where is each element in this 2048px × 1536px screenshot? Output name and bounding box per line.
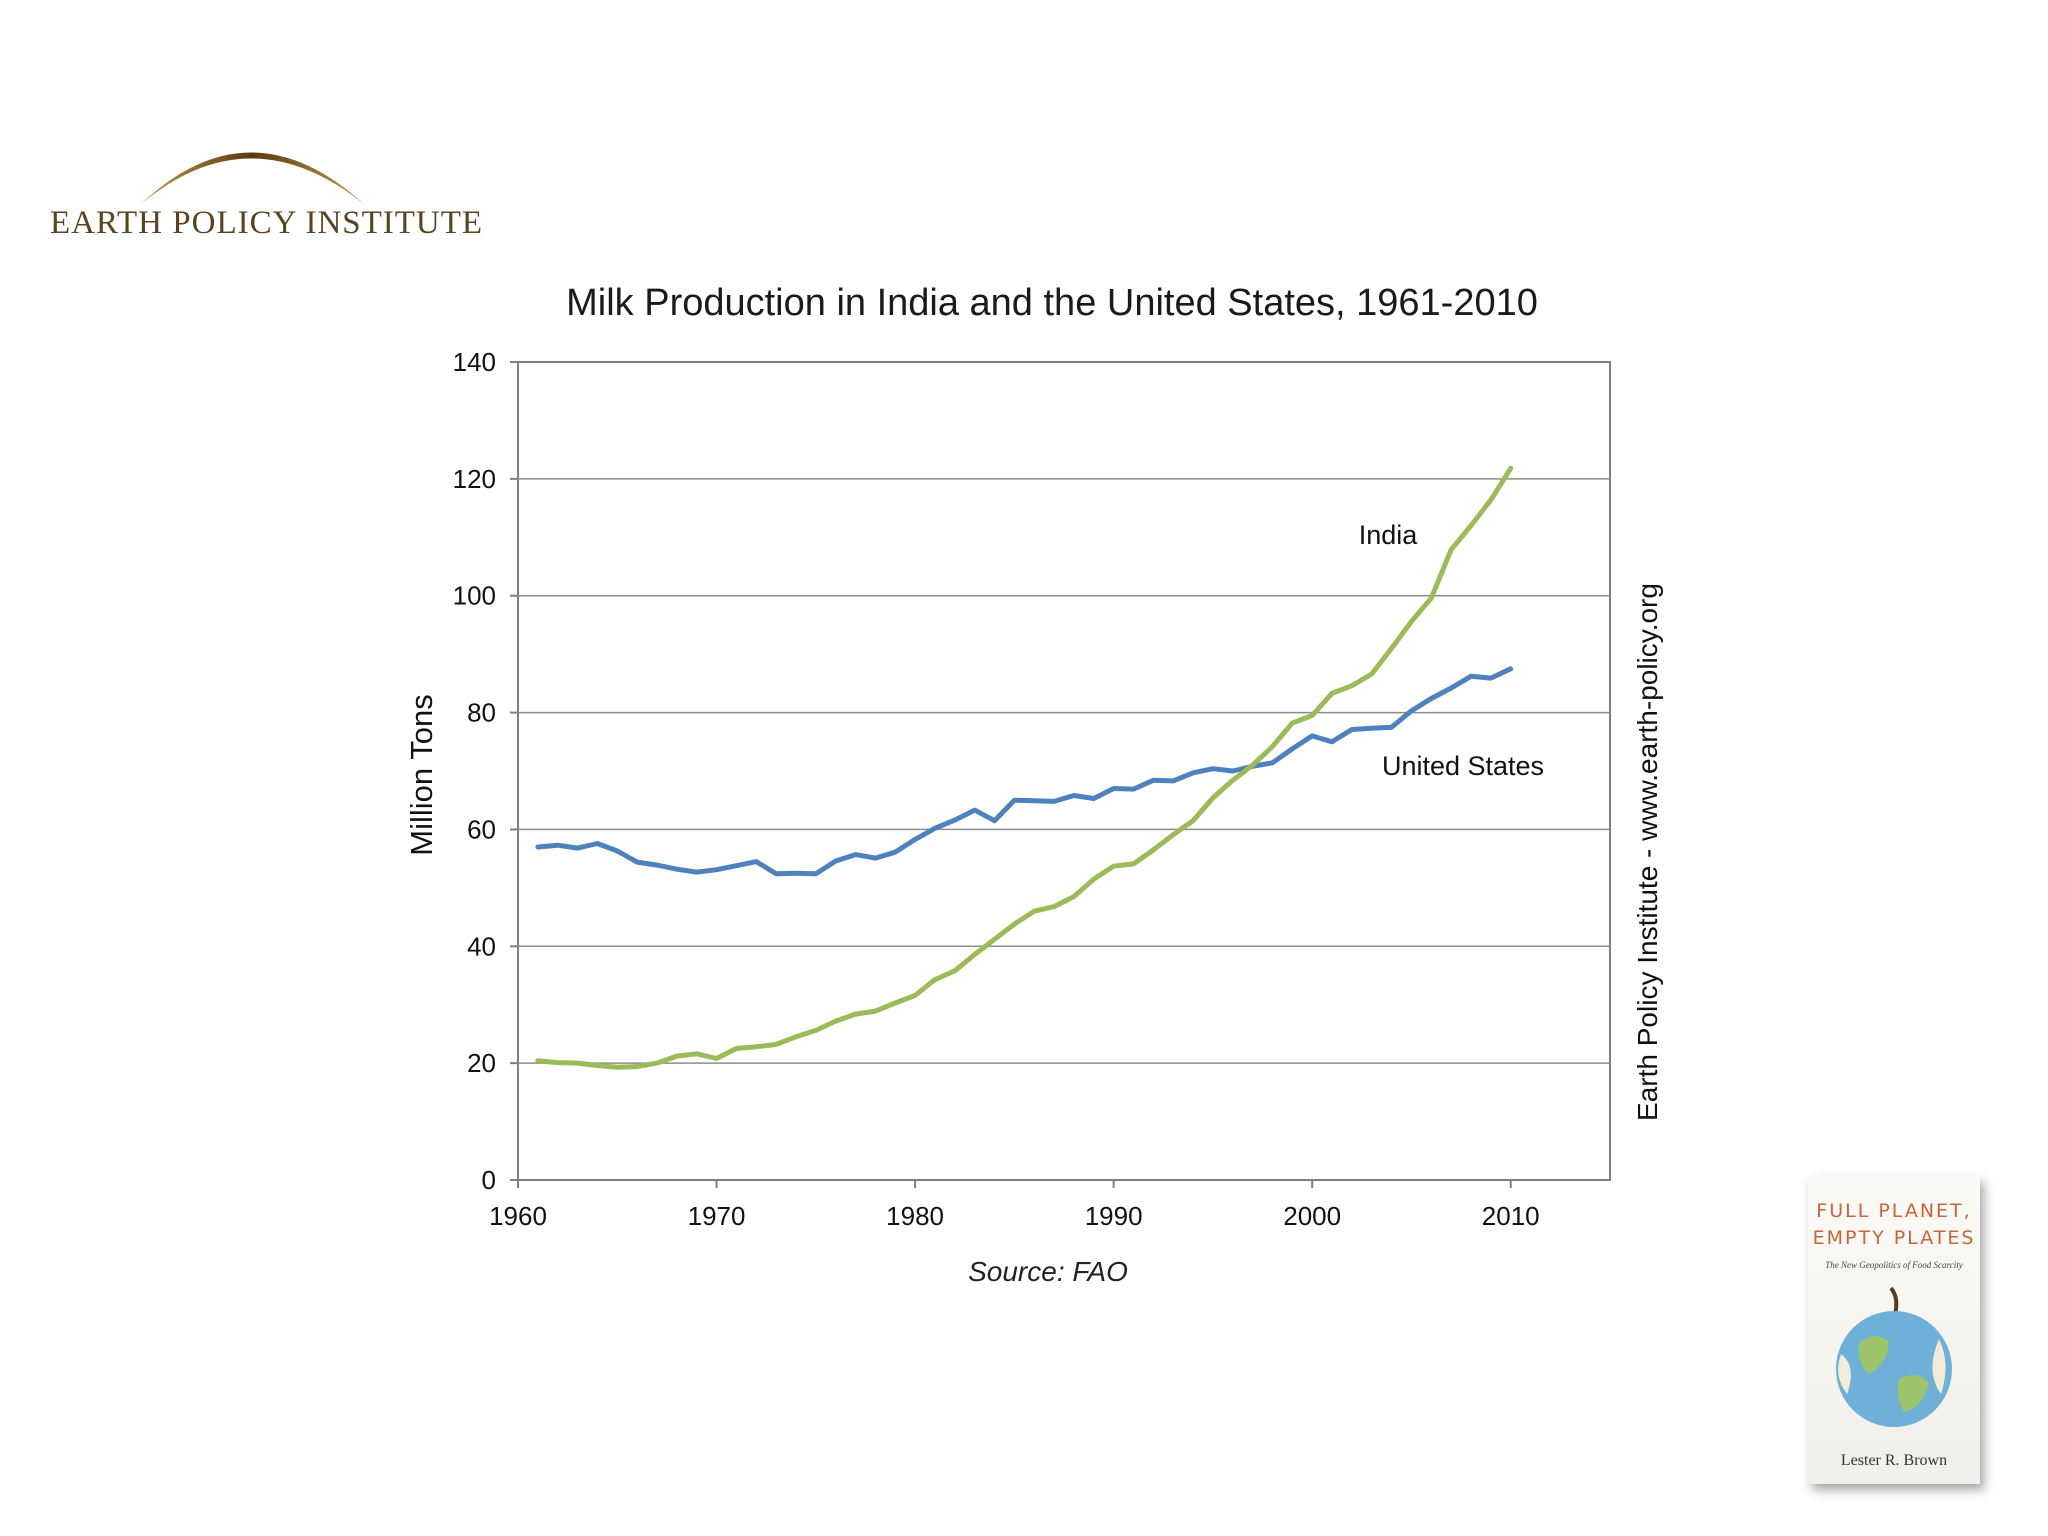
earth-policy-institute-logo: EARTH POLICY INSTITUTE [40,110,482,250]
x-tick-label-2010: 2010 [1482,1201,1540,1231]
y-axis-label: Million Tons [404,694,439,855]
apple-globe-icon [1829,1284,1959,1434]
book-title-line2: EMPTY PLATES [1812,1227,1976,1249]
grid-lines [518,478,1610,1064]
series-line-india [535,465,1514,1070]
x-tick-label-1970: 1970 [688,1201,746,1231]
x-tick-label-1960: 1960 [489,1201,547,1231]
book-author: Lester R. Brown [1840,1452,1948,1469]
series-line-united-states [535,666,1514,877]
x-tick-label-1980: 1980 [886,1201,944,1231]
y-tick-label-100: 100 [453,581,496,611]
y-tick-label-20: 20 [467,1048,496,1078]
book-title: FULL PLANET, EMPTY PLATES [1808,1198,1980,1252]
x-tick-label-2000: 2000 [1283,1201,1341,1231]
y-tick-label-40: 40 [467,931,496,961]
side-watermark-label: Earth Policy Institute - www.earth-polic… [1632,583,1663,1121]
source-label: Source: FAO [968,1256,1128,1287]
chart-title: Milk Production in India and the United … [566,282,1538,324]
annotation-united-states: United States [1382,751,1544,781]
y-tick-label-120: 120 [453,464,496,494]
y-tick-label-0: 0 [482,1165,496,1195]
arc-logo-icon [140,152,365,205]
book-cover: FULL PLANET, EMPTY PLATES The New Geopol… [1808,1176,1980,1484]
y-tick-label-60: 60 [467,814,496,844]
y-tick-label-140: 140 [453,347,496,377]
y-axis-ticks: 0 20 40 60 80 100 120 140 [453,347,518,1195]
x-axis-ticks: 1960 1970 1980 1990 2000 2010 [489,1180,1540,1231]
book-title-line1: FULL PLANET, [1816,1200,1972,1222]
book-subtitle: The New Geopolitics of Food Scarcity [1825,1260,1963,1270]
series-lines [535,465,1514,1070]
y-tick-label-80: 80 [467,698,496,728]
plot-area [517,361,1611,1181]
logo-text: EARTH POLICY INSTITUTE [50,205,484,241]
x-tick-label-1990: 1990 [1085,1201,1143,1231]
annotation-india: India [1359,520,1419,550]
